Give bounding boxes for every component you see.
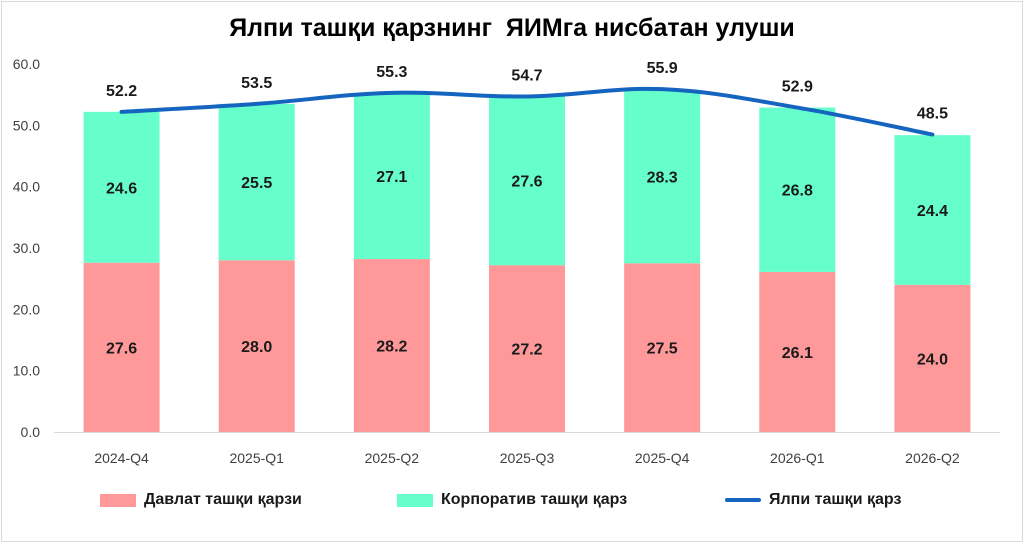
legend-swatch-government-debt [100,493,136,507]
data-label-government-debt: 28.2 [376,339,407,356]
legend-swatch-corporate-debt [397,493,433,507]
bar-corporate-debt [353,92,430,260]
bar-corporate-debt [759,107,836,272]
data-label-government-debt: 26.1 [782,345,813,362]
data-label-corporate-debt: 28.3 [647,170,678,187]
bar-corporate-debt [83,111,160,263]
data-label-total-debt: 54.7 [511,68,542,85]
y-tick-label: 20.0 [13,301,40,317]
data-label-corporate-debt: 24.4 [917,203,948,220]
legend-item-corporate-debt: Корпоратив ташқи қарз [397,486,627,514]
bar-government-debt [759,271,836,432]
x-tick-label: 2025-Q3 [500,450,555,466]
bar-corporate-debt [624,89,701,264]
data-label-government-debt: 27.5 [647,341,678,358]
chart-title: Ялпи ташқи қарзнинг ЯИМга нисбатан улуши [229,14,795,42]
data-label-corporate-debt: 27.1 [376,169,407,186]
data-label-corporate-debt: 24.6 [106,180,137,197]
legend-swatch-total-debt [725,498,761,502]
legend-label-total-debt: Ялпи ташқи қарз [769,491,902,508]
data-label-total-debt: 53.5 [241,75,272,92]
data-label-total-debt: 55.9 [647,60,678,77]
data-label-corporate-debt: 25.5 [241,175,272,192]
data-label-government-debt: 27.2 [511,342,542,359]
bar-government-debt [489,265,565,432]
bar-government-debt [894,284,971,432]
y-tick-label: 60.0 [13,56,40,72]
x-tick-label: 2026-Q2 [905,450,960,466]
x-tick-label: 2025-Q1 [229,450,284,466]
legend-label-government-debt: Давлат ташқи қарзи [144,491,302,508]
data-label-corporate-debt: 27.6 [511,174,542,191]
y-tick-label: 0.0 [21,424,41,440]
x-tick-label: 2026-Q1 [770,450,825,466]
data-label-government-debt: 27.6 [106,340,137,357]
bar-government-debt [218,260,295,432]
data-label-total-debt: 52.2 [106,83,137,100]
x-tick-label: 2025-Q4 [635,450,690,466]
y-tick-label: 50.0 [13,117,40,133]
y-tick-label: 30.0 [13,240,40,256]
y-tick-label: 40.0 [13,179,40,195]
bar-government-debt [624,263,701,432]
x-tick-label: 2024-Q4 [94,450,149,466]
data-label-total-debt: 55.3 [376,64,407,81]
bar-corporate-debt [894,135,971,285]
legend-item-total-debt: Ялпи ташқи қарз [725,486,901,514]
data-label-corporate-debt: 26.8 [782,183,813,200]
bar-government-debt [353,259,430,432]
data-label-government-debt: 28.0 [241,339,272,356]
data-label-total-debt: 48.5 [917,106,948,123]
legend-label-corporate-debt: Корпоратив ташқи қарз [441,491,628,508]
x-tick-label: 2025-Q2 [365,450,420,466]
y-tick-label: 10.0 [13,363,40,379]
data-label-total-debt: 52.9 [782,79,813,96]
bar-corporate-debt [489,95,565,266]
legend-item-government-debt: Давлат ташқи қарзи [100,486,302,514]
bar-corporate-debt [218,103,295,261]
chart-plot: 0.0 10.0 20.0 30.0 40.0 50.0 60.0 2024-Q4 2025-Q… [13,56,1000,466]
bar-government-debt [83,262,160,432]
line-total-debt [119,86,935,137]
data-label-government-debt: 24.0 [917,351,948,368]
